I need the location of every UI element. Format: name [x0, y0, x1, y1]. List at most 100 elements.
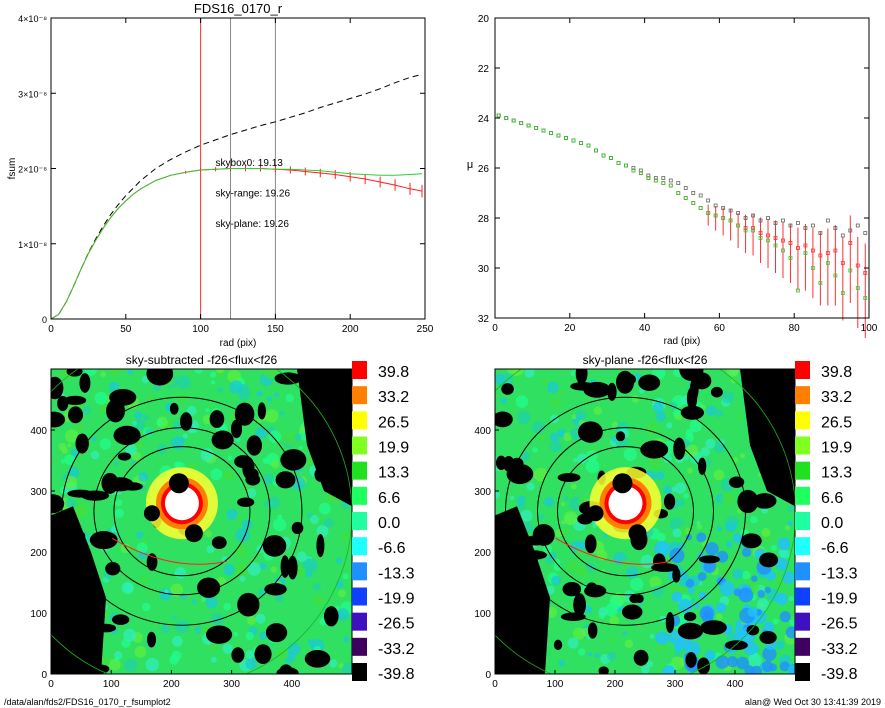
chart2-point	[691, 201, 696, 205]
chart4-star-mask	[598, 666, 609, 674]
chart4-star-mask	[725, 640, 748, 651]
chart4-colorbar-swatch	[795, 386, 810, 405]
chart3-star-mask	[328, 434, 352, 453]
chart3-noise	[210, 468, 223, 481]
chart3-star-mask	[111, 614, 130, 625]
chart3-noise	[179, 592, 188, 601]
chart3-star-mask	[75, 433, 89, 454]
chart3-noise	[84, 369, 98, 376]
chart4-noise	[651, 585, 664, 598]
chart2-point	[683, 186, 688, 190]
chart3-noise	[222, 643, 233, 654]
chart3-noise	[271, 460, 280, 469]
chart2-xtick-label: 100	[861, 323, 878, 334]
chart2-point	[601, 153, 606, 158]
chart2-point	[609, 156, 613, 160]
chart3-noise	[123, 628, 137, 642]
chart4-noise	[772, 618, 779, 625]
chart2-point	[511, 118, 516, 123]
chart3-noise	[264, 409, 279, 423]
chart2-point	[676, 181, 681, 185]
chart3-noise	[227, 369, 242, 384]
chart4-noise	[717, 565, 732, 579]
chart3-star-mask	[81, 589, 100, 599]
chart4-noise	[611, 436, 617, 442]
chart3-star-mask	[246, 435, 262, 456]
footer-path: /data/alan/fds2/FDS16_0170_r_fsumplot2	[4, 697, 171, 707]
chart2-point	[594, 148, 598, 153]
chart2-point	[564, 136, 568, 140]
chart2-point	[609, 156, 613, 160]
chart2-point	[624, 163, 628, 168]
chart3-noise	[294, 433, 302, 441]
chart2-point	[713, 203, 718, 208]
chart3-noise	[115, 499, 123, 507]
chart4-noise	[571, 483, 577, 490]
chart2-ytick-label: 32	[478, 314, 490, 325]
chart2-xtick-label: 0	[492, 323, 498, 334]
chart4-noise	[532, 420, 545, 434]
chart3-xtick-label: 0	[48, 679, 54, 690]
chart2-point	[803, 226, 808, 230]
chart4-colorbar-label: 26.5	[821, 414, 852, 431]
chart2-point	[571, 138, 576, 143]
chart3-annulus	[93, 427, 271, 596]
chart3-colorbar-label: 13.3	[378, 465, 409, 482]
chart4-star-mask	[638, 374, 661, 391]
chart4-noise	[586, 449, 598, 462]
chart3-noise	[99, 438, 111, 450]
chart2-ylabel: μ	[467, 159, 473, 171]
chart2-point	[586, 143, 591, 148]
chart3-noise	[127, 369, 134, 375]
chart4-star-mask	[577, 421, 603, 443]
chart3-noise	[254, 427, 267, 440]
chart2-point	[661, 176, 666, 180]
chart4-colorbar-swatch	[795, 361, 810, 379]
chart4-noise	[517, 502, 526, 511]
chart4-title: sky-plane -f26<flux<f26	[583, 353, 708, 367]
chart4-noise	[551, 398, 561, 408]
chart2-point	[609, 156, 613, 160]
chart4-noise	[662, 453, 672, 463]
chart3-noise	[169, 655, 179, 665]
chart2-point	[691, 201, 696, 205]
chart1-ytick-label: 2×10⁻⁸	[18, 165, 47, 175]
chart2-point	[781, 218, 785, 223]
chart4-xtick-label: 400	[727, 679, 744, 690]
chart4-noise	[653, 402, 664, 413]
chart4-star-mask	[621, 604, 643, 620]
chart2-point	[743, 228, 748, 233]
chart4-noise-blue	[764, 586, 771, 594]
chart4-colorbar-label: -26.5	[821, 616, 858, 633]
chart4-star-mask	[499, 569, 509, 590]
chart4-star-mask	[573, 593, 586, 617]
chart2-point	[833, 226, 838, 230]
chart4-star-mask	[506, 463, 534, 485]
chart4-star-mask	[699, 555, 720, 564]
chart4-noise	[512, 377, 517, 382]
chart2-point	[496, 113, 501, 118]
chart4-noise	[687, 467, 694, 474]
chart3-noise	[246, 488, 257, 498]
chart4-noise	[725, 521, 737, 533]
chart3-noise	[313, 582, 321, 591]
chart3-star-mask	[246, 468, 259, 481]
chart1-xtick-label: 0	[48, 324, 54, 335]
chart2-point	[549, 131, 553, 135]
chart4-noise-blue	[733, 632, 743, 642]
chart3-star-mask	[184, 524, 203, 543]
chart4-colorbar-label: -33.2	[821, 641, 858, 658]
chart3-colorbar-swatch	[352, 411, 367, 430]
chart2-point	[541, 128, 546, 133]
chart2-point	[698, 193, 703, 198]
chart3-annulus	[61, 396, 303, 626]
chart4-noise-blue	[669, 547, 685, 563]
chart3-noise	[227, 455, 233, 461]
chart2-point	[803, 251, 808, 255]
chart3-star-mask	[275, 471, 296, 489]
chart3-noise	[194, 369, 203, 374]
chart4-star-mask	[697, 657, 710, 674]
chart3-noise	[247, 562, 261, 576]
chart3-noise	[270, 566, 277, 573]
